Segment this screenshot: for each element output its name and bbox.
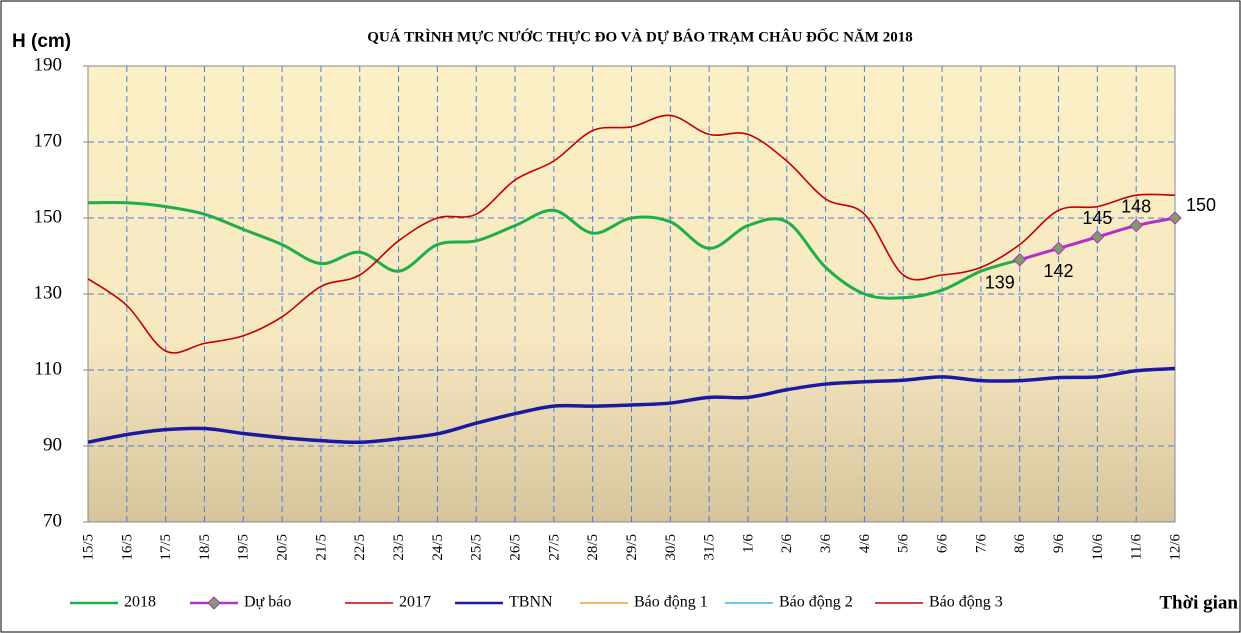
x-tick-label: 17/5 <box>158 534 174 561</box>
y-tick-label: 110 <box>34 358 62 379</box>
x-tick-label: 31/5 <box>702 534 718 561</box>
legend-label: Báo động 2 <box>779 594 853 611</box>
x-tick-label: 19/5 <box>236 534 252 561</box>
x-tick-label: 6/6 <box>935 534 951 554</box>
y-tick-label: 190 <box>34 54 63 75</box>
x-tick-label: 18/5 <box>197 534 213 561</box>
x-axis-label: Thời gian <box>1159 592 1238 613</box>
x-tick-label: 27/5 <box>546 534 562 561</box>
series-line <box>87 366 1176 445</box>
data-label: 150 <box>1186 195 1216 215</box>
legend-label: TBNN <box>509 594 553 611</box>
data-label: 148 <box>1121 196 1151 216</box>
x-tick-label: 16/5 <box>119 534 135 561</box>
x-tick-label: 20/5 <box>275 534 291 561</box>
y-tick-label: 170 <box>34 130 63 151</box>
x-tick-label: 21/5 <box>313 534 329 561</box>
data-point <box>1090 230 1105 244</box>
x-tick-label: 4/6 <box>857 534 873 554</box>
legend-label: Dự báo <box>244 594 291 611</box>
legend-label: Báo động 3 <box>929 594 1003 611</box>
x-tick-label: 12/6 <box>1167 534 1183 561</box>
series-line <box>87 201 1021 300</box>
x-tick-label: 5/6 <box>896 534 912 554</box>
legend-label: 2018 <box>124 594 156 611</box>
x-tick-label: 28/5 <box>585 534 601 561</box>
series-line <box>87 114 1176 354</box>
y-tick-label: 150 <box>34 206 63 227</box>
legend-marker <box>207 596 221 610</box>
x-tick-label: 30/5 <box>663 534 679 561</box>
x-tick-label: 1/6 <box>740 534 756 554</box>
x-tick-label: 24/5 <box>430 534 446 561</box>
data-point <box>1013 253 1027 267</box>
data-label: 139 <box>985 273 1015 293</box>
x-tick-label: 22/5 <box>352 534 368 561</box>
x-tick-label: 10/6 <box>1090 534 1106 561</box>
data-label: 142 <box>1044 261 1074 281</box>
x-tick-label: 15/5 <box>80 534 96 561</box>
data-label: 145 <box>1082 208 1112 228</box>
x-tick-label: 3/6 <box>818 534 834 554</box>
x-tick-label: 7/6 <box>973 534 989 554</box>
data-point <box>1051 241 1066 256</box>
y-axis-label: H (cm) <box>12 31 71 52</box>
x-tick-label: 29/5 <box>624 534 640 561</box>
y-tick-label: 90 <box>43 434 62 455</box>
y-tick-label: 130 <box>34 282 63 303</box>
plot-border <box>87 65 1176 523</box>
chart-title: QUÁ TRÌNH MỰC NƯỚC THỰC ĐO VÀ DỰ BÁO TRẠ… <box>367 27 912 45</box>
data-point <box>1168 211 1182 225</box>
x-tick-label: 2/6 <box>779 534 795 554</box>
x-tick-label: 9/6 <box>1051 534 1067 554</box>
legend-label: 2017 <box>399 594 431 611</box>
data-point <box>1129 218 1143 233</box>
x-tick-label: 8/6 <box>1012 534 1028 554</box>
x-tick-label: 25/5 <box>469 534 485 561</box>
y-tick-label: 70 <box>43 510 62 531</box>
legend-label: Báo động 1 <box>634 594 708 611</box>
x-tick-label: 11/6 <box>1129 534 1145 561</box>
x-tick-label: 26/5 <box>507 534 523 561</box>
x-tick-label: 23/5 <box>391 534 407 561</box>
